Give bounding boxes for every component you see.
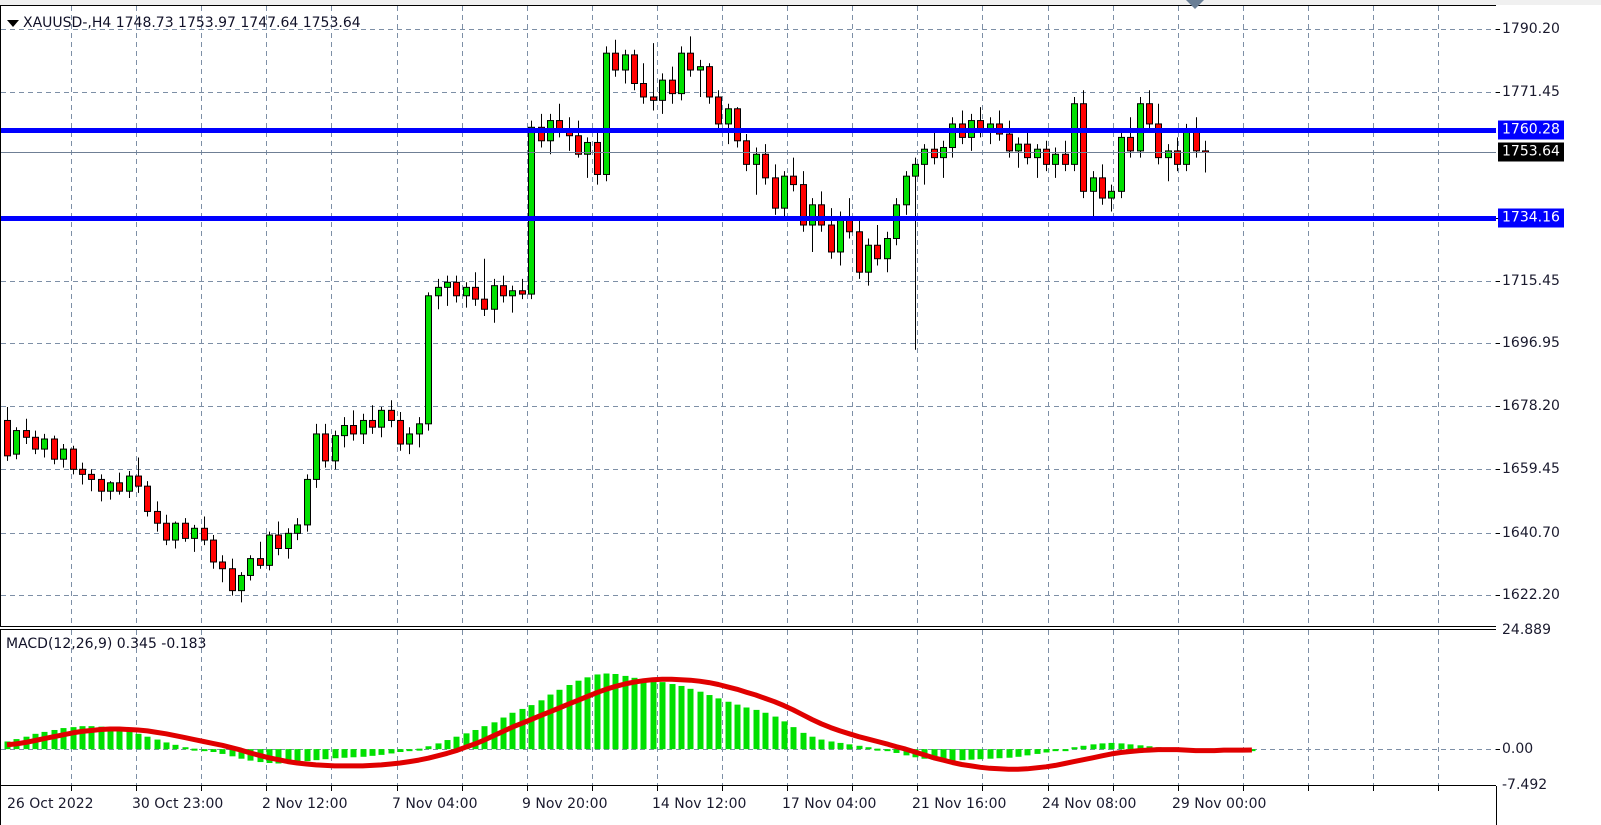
time-axis-tick bbox=[1308, 786, 1309, 791]
price-axis-tick bbox=[1496, 595, 1500, 596]
price-plot-area[interactable] bbox=[1, 6, 1496, 626]
scroll-position-marker-icon[interactable] bbox=[1186, 0, 1204, 9]
support-level-tag[interactable]: 1734.16 bbox=[1498, 208, 1564, 228]
time-axis-label: 7 Nov 04:00 bbox=[392, 796, 478, 812]
resistance-level-tag[interactable]: 1760.28 bbox=[1498, 120, 1564, 140]
time-axis-label: 29 Nov 00:00 bbox=[1172, 796, 1267, 812]
time-axis-label: 30 Oct 23:00 bbox=[132, 796, 224, 812]
time-axis-tick bbox=[1048, 786, 1049, 791]
time-axis-tick bbox=[1178, 786, 1179, 791]
time-axis-tick bbox=[917, 786, 918, 791]
time-axis-label: 2 Nov 12:00 bbox=[262, 796, 348, 812]
time-axis-tick bbox=[201, 786, 202, 791]
time-axis-label: 24 Nov 08:00 bbox=[1042, 796, 1137, 812]
price-axis-tick-label: 1659.45 bbox=[1502, 461, 1560, 478]
time-axis-tick bbox=[722, 786, 723, 791]
price-axis-tick bbox=[1496, 29, 1500, 30]
price-axis-tick-label: 1771.45 bbox=[1502, 84, 1560, 101]
time-axis-label: 17 Nov 04:00 bbox=[782, 796, 877, 812]
price-axis-tick-label: 1640.70 bbox=[1502, 524, 1560, 541]
time-axis-tick bbox=[136, 786, 137, 791]
price-axis-tick-label: 1678.20 bbox=[1502, 398, 1560, 415]
time-axis-tick bbox=[787, 786, 788, 791]
price-axis-tick bbox=[1496, 533, 1500, 534]
time-axis-label: 21 Nov 16:00 bbox=[912, 796, 1007, 812]
time-axis-label: 9 Nov 20:00 bbox=[522, 796, 608, 812]
time-axis-tick bbox=[1373, 786, 1374, 791]
macd-axis-tick-label: -7.492 bbox=[1502, 777, 1548, 793]
price-axis-tick bbox=[1496, 92, 1500, 93]
price-axis-tick bbox=[1496, 469, 1500, 470]
time-axis-tick bbox=[982, 786, 983, 791]
time-axis-tick bbox=[397, 786, 398, 791]
current-price-tag[interactable]: 1753.64 bbox=[1498, 142, 1564, 162]
price-axis-tick-label: 1790.20 bbox=[1502, 20, 1560, 37]
macd-label: MACD(12,26,9) 0.345 -0.183 bbox=[6, 636, 207, 652]
time-axis-tick bbox=[331, 786, 332, 791]
price-axis-tick-label: 1622.20 bbox=[1502, 587, 1560, 603]
macd-plot-area[interactable] bbox=[1, 630, 1496, 785]
time-axis-tick bbox=[657, 786, 658, 791]
time-axis-tick bbox=[1113, 786, 1114, 791]
macd-svg bbox=[1, 630, 1496, 785]
price-axis[interactable]: 1790.20 1771.45 1734.16 1715.45 1696.95 1678.… bbox=[1496, 5, 1601, 792]
time-axis-tick bbox=[71, 786, 72, 791]
price-axis-tick-label: 1696.95 bbox=[1502, 335, 1560, 352]
price-axis-tick bbox=[1496, 406, 1500, 407]
price-axis-tick-label: 1715.45 bbox=[1502, 272, 1560, 289]
time-axis[interactable]: 26 Oct 2022 30 Oct 23:00 2 Nov 12:00 7 Nov … bbox=[0, 786, 1497, 825]
chart-collapse-arrow-icon[interactable] bbox=[7, 20, 19, 27]
macd-axis-tick-label: 0.00 bbox=[1502, 741, 1534, 758]
time-axis-tick bbox=[852, 786, 853, 791]
time-axis-tick bbox=[592, 786, 593, 791]
price-axis-tick bbox=[1496, 343, 1500, 344]
macd-indicator-pane[interactable]: MACD(12,26,9) 0.345 -0.183 bbox=[0, 629, 1497, 786]
time-axis-label: 14 Nov 12:00 bbox=[652, 796, 747, 812]
macd-axis-tick-label: 24.889 bbox=[1502, 622, 1551, 638]
time-axis-label: 26 Oct 2022 bbox=[7, 796, 94, 812]
chart-title: XAUUSD-,H4 1748.73 1753.97 1747.64 1753.… bbox=[23, 15, 361, 31]
time-axis-tick bbox=[462, 786, 463, 791]
price-candlestick-svg bbox=[1, 6, 1496, 626]
price-axis-tick bbox=[1496, 281, 1500, 282]
time-axis-tick bbox=[1243, 786, 1244, 791]
price-chart-pane[interactable]: XAUUSD-,H4 1748.73 1753.97 1747.64 1753.… bbox=[0, 5, 1497, 627]
time-axis-tick bbox=[527, 786, 528, 791]
time-axis-tick bbox=[1438, 786, 1439, 791]
macd-axis-tick bbox=[1496, 749, 1500, 750]
time-axis-tick bbox=[266, 786, 267, 791]
